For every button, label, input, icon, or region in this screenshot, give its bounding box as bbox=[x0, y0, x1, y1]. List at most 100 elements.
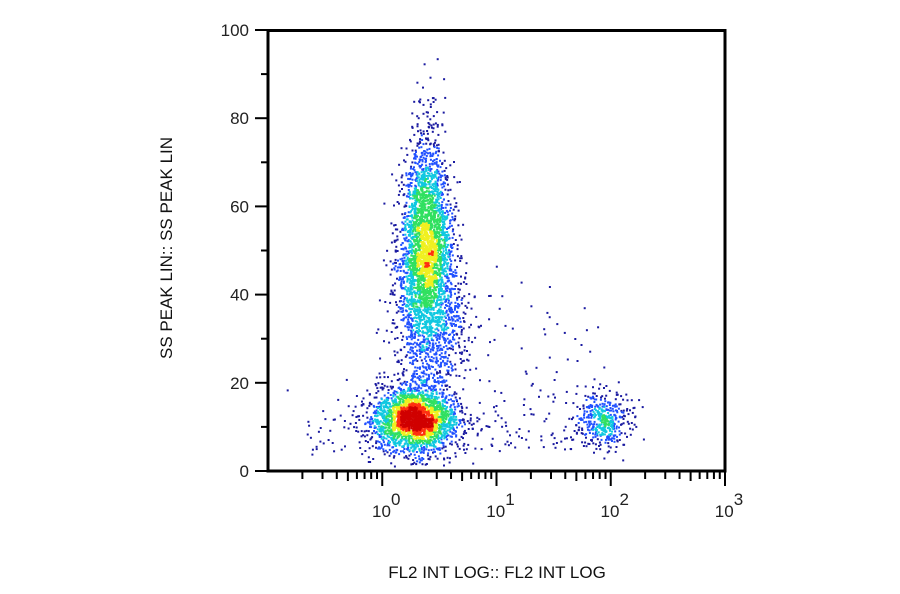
data-point bbox=[403, 237, 406, 240]
data-point bbox=[392, 405, 395, 407]
data-point bbox=[435, 201, 438, 204]
data-point bbox=[436, 168, 439, 171]
data-point bbox=[430, 330, 432, 333]
data-point bbox=[596, 432, 599, 435]
data-point bbox=[418, 306, 421, 309]
data-point bbox=[452, 345, 454, 348]
data-point bbox=[370, 416, 373, 419]
data-point bbox=[445, 320, 447, 323]
data-point bbox=[436, 267, 439, 270]
data-point bbox=[410, 262, 413, 265]
data-point bbox=[412, 207, 414, 210]
data-point bbox=[419, 319, 422, 322]
data-point bbox=[388, 424, 391, 427]
data-point bbox=[420, 316, 422, 318]
data-point bbox=[459, 420, 461, 423]
data-point bbox=[600, 412, 603, 415]
data-point bbox=[400, 440, 403, 443]
data-point bbox=[435, 381, 438, 384]
data-point bbox=[454, 352, 457, 355]
data-point bbox=[410, 392, 413, 395]
data-point bbox=[473, 295, 476, 298]
data-point bbox=[412, 205, 414, 208]
data-point bbox=[385, 426, 388, 429]
data-point bbox=[471, 427, 474, 430]
data-point bbox=[434, 331, 437, 334]
data-point bbox=[418, 375, 421, 378]
data-point bbox=[385, 412, 388, 415]
data-point bbox=[394, 435, 397, 438]
data-point bbox=[433, 236, 436, 239]
data-point bbox=[434, 316, 437, 319]
data-point bbox=[400, 278, 403, 281]
data-point bbox=[462, 359, 465, 362]
data-point bbox=[450, 404, 453, 407]
data-point bbox=[357, 430, 360, 433]
data-point bbox=[398, 190, 401, 193]
data-point bbox=[437, 321, 440, 324]
data-point bbox=[411, 216, 414, 219]
data-point bbox=[427, 214, 430, 217]
data-point bbox=[436, 433, 439, 436]
data-point bbox=[446, 410, 449, 413]
data-point bbox=[397, 193, 400, 196]
data-point bbox=[421, 394, 424, 397]
data-point bbox=[418, 227, 420, 230]
data-point bbox=[587, 414, 590, 416]
data-point bbox=[448, 290, 451, 293]
data-point bbox=[463, 340, 466, 342]
data-point bbox=[464, 312, 467, 315]
data-point bbox=[369, 418, 372, 421]
data-point bbox=[425, 154, 428, 157]
data-point bbox=[417, 296, 420, 299]
data-point bbox=[444, 427, 447, 430]
data-point bbox=[604, 441, 607, 444]
data-point bbox=[408, 206, 411, 208]
data-point bbox=[443, 268, 446, 271]
data-point bbox=[439, 426, 441, 428]
data-point bbox=[375, 415, 378, 418]
data-point bbox=[439, 263, 442, 266]
data-point bbox=[448, 423, 451, 426]
data-point bbox=[435, 184, 438, 187]
data-point bbox=[391, 232, 394, 235]
data-point bbox=[442, 323, 445, 326]
data-point bbox=[595, 395, 598, 397]
data-point bbox=[429, 106, 432, 108]
data-point bbox=[614, 430, 617, 433]
data-point bbox=[588, 407, 591, 409]
data-point bbox=[442, 193, 444, 196]
data-point bbox=[433, 226, 436, 229]
data-point bbox=[433, 435, 436, 438]
data-point bbox=[403, 390, 406, 392]
data-point bbox=[555, 371, 558, 374]
data-point bbox=[629, 409, 631, 412]
data-point bbox=[400, 363, 403, 365]
data-point bbox=[438, 246, 441, 249]
data-point bbox=[430, 124, 433, 127]
data-point bbox=[418, 317, 421, 320]
data-point bbox=[393, 455, 396, 458]
data-point bbox=[443, 223, 446, 226]
data-point bbox=[501, 425, 504, 428]
data-point bbox=[417, 142, 420, 145]
data-point bbox=[415, 323, 418, 326]
data-point bbox=[590, 416, 593, 419]
data-point bbox=[437, 404, 440, 407]
data-point bbox=[436, 377, 439, 380]
data-point bbox=[419, 366, 421, 369]
data-point bbox=[402, 229, 405, 232]
data-point bbox=[422, 458, 425, 460]
data-point bbox=[408, 326, 411, 329]
data-point bbox=[439, 166, 442, 169]
data-point bbox=[356, 415, 359, 418]
data-point bbox=[435, 198, 438, 201]
data-point bbox=[394, 433, 397, 436]
data-point bbox=[580, 417, 583, 420]
data-point bbox=[476, 432, 479, 435]
data-point bbox=[592, 392, 595, 395]
data-point bbox=[416, 171, 419, 174]
data-point bbox=[433, 292, 436, 295]
data-point bbox=[425, 137, 428, 140]
data-point bbox=[401, 338, 404, 341]
